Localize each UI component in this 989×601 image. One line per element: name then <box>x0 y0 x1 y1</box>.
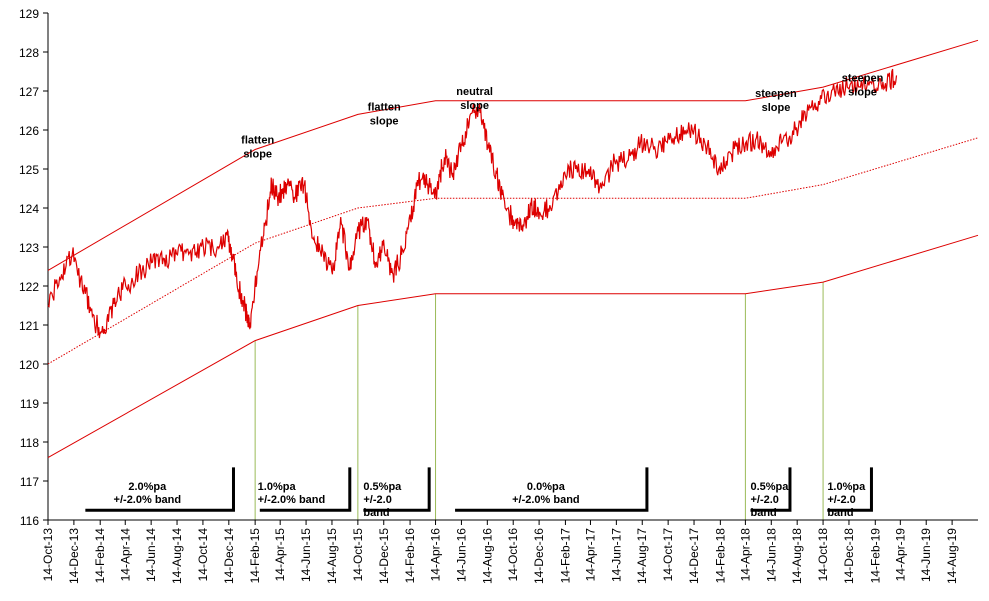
band-bracket <box>85 467 235 512</box>
y-tick-label: 124 <box>19 202 39 216</box>
slope-label: slope <box>762 102 791 114</box>
x-tick-label: 14-Aug-15 <box>325 528 339 584</box>
axes: 116 117 118 119 120 121 122 123 124 125 126 127 128 1… <box>19 7 978 584</box>
x-tick-label: 14-Oct-17 <box>661 528 675 582</box>
y-tick-label: 120 <box>19 358 39 372</box>
x-tick-label: 14-Apr-18 <box>738 528 752 582</box>
x-tick-label: 14-Apr-16 <box>429 528 443 582</box>
band-label: +/-2.0% band <box>512 494 580 506</box>
band-bracket <box>259 467 352 512</box>
band-bracket <box>455 467 649 512</box>
band-edge-line <box>47 234 979 459</box>
y-tick-label: 116 <box>20 514 39 528</box>
regime-markers <box>254 282 824 520</box>
x-tick-label: 14-Dec-15 <box>377 528 391 584</box>
slope-label: slope <box>460 100 489 112</box>
annotation-layer: flatten slope flatten slope neutral slope stee… <box>85 72 884 519</box>
x-tick-label: 14-Feb-15 <box>248 528 262 584</box>
x-tick-label: 14-Aug-14 <box>170 528 184 584</box>
slope-label: neutral <box>456 86 493 98</box>
x-tick-label: 14-Feb-19 <box>868 528 882 584</box>
x-tick-label: 14-Oct-14 <box>196 528 210 582</box>
band-edge-line <box>47 39 979 271</box>
band-label: +/-2.0% band <box>258 494 326 506</box>
x-tick-label: 14-Apr-14 <box>118 528 132 582</box>
x-tick-label: 14-Apr-15 <box>273 528 287 582</box>
slope-label: steepen <box>755 88 797 100</box>
x-tick-label: 14-Dec-16 <box>532 528 546 584</box>
y-tick-label: 128 <box>19 46 39 60</box>
x-tick-label: 14-Oct-18 <box>816 528 830 582</box>
band-bracket <box>827 467 873 512</box>
y-tick-label: 126 <box>19 124 39 138</box>
x-tick-label: 14-Oct-15 <box>351 528 365 582</box>
y-tick-label: 121 <box>19 319 39 333</box>
band-label: 0.0%pa <box>527 481 566 493</box>
x-tick-label: 14-Aug-16 <box>480 528 494 584</box>
x-tick-label: 14-Apr-17 <box>583 528 597 582</box>
band-label: +/-2.0 <box>750 494 778 506</box>
y-tick-label: 129 <box>19 7 39 21</box>
x-tick-label: 14-Apr-19 <box>893 528 907 582</box>
slope-label: flatten <box>241 135 274 147</box>
x-tick-label: 14-Feb-18 <box>713 528 727 584</box>
band-bracket <box>363 467 431 512</box>
slope-label: steepen <box>842 72 884 84</box>
x-tick-label: 14-Jun-18 <box>764 528 778 582</box>
series-layer <box>47 39 979 459</box>
band-bracket <box>750 467 792 512</box>
slope-label: slope <box>848 86 877 98</box>
y-tick-label: 123 <box>19 241 39 255</box>
band-label: 0.5%pa <box>363 481 402 493</box>
y-tick-label: 118 <box>20 436 39 450</box>
x-tick-label: 14-Dec-17 <box>687 528 701 584</box>
slope-label: slope <box>370 116 399 128</box>
x-tick-label: 14-Aug-18 <box>790 528 804 584</box>
x-tick-label: 14-Jun-15 <box>299 528 313 582</box>
x-tick-label: 14-Jun-17 <box>609 528 623 582</box>
band-label: +/-2.0% band <box>114 494 182 506</box>
band-label: 1.0%pa <box>258 481 297 493</box>
x-tick-label: 14-Dec-18 <box>842 528 856 584</box>
x-tick-label: 14-Feb-16 <box>403 528 417 584</box>
band-label: 0.5%pa <box>750 481 789 493</box>
band-mid-line <box>47 137 979 365</box>
x-tick-label: 14-Aug-17 <box>635 528 649 584</box>
x-tick-label: 14-Jun-14 <box>144 528 158 582</box>
x-tick-label: 14-Dec-13 <box>67 528 81 584</box>
band-label: 2.0%pa <box>128 481 167 493</box>
x-tick-label: 14-Feb-17 <box>558 528 572 584</box>
price-series-line <box>47 68 898 339</box>
slope-label: flatten <box>368 102 401 114</box>
slope-label: slope <box>243 149 272 161</box>
x-tick-label: 14-Oct-16 <box>506 528 520 582</box>
x-tick-label: 14-Jun-16 <box>454 528 468 582</box>
x-tick-label: 14-Dec-14 <box>222 528 236 584</box>
y-tick-label: 119 <box>20 397 39 411</box>
band-label: +/-2.0 <box>827 494 855 506</box>
x-tick-label: 14-Oct-13 <box>41 528 55 582</box>
x-tick-label: 14-Feb-14 <box>93 528 107 584</box>
x-tick-label: 14-Aug-19 <box>945 528 959 584</box>
band-label: 1.0%pa <box>827 481 866 493</box>
x-tick-label: 14-Jun-19 <box>919 528 933 582</box>
y-tick-label: 127 <box>19 85 39 99</box>
y-tick-label: 117 <box>20 475 39 489</box>
y-tick-label: 122 <box>19 280 39 294</box>
y-tick-label: 125 <box>19 163 39 177</box>
band-label: +/-2.0 <box>363 494 391 506</box>
